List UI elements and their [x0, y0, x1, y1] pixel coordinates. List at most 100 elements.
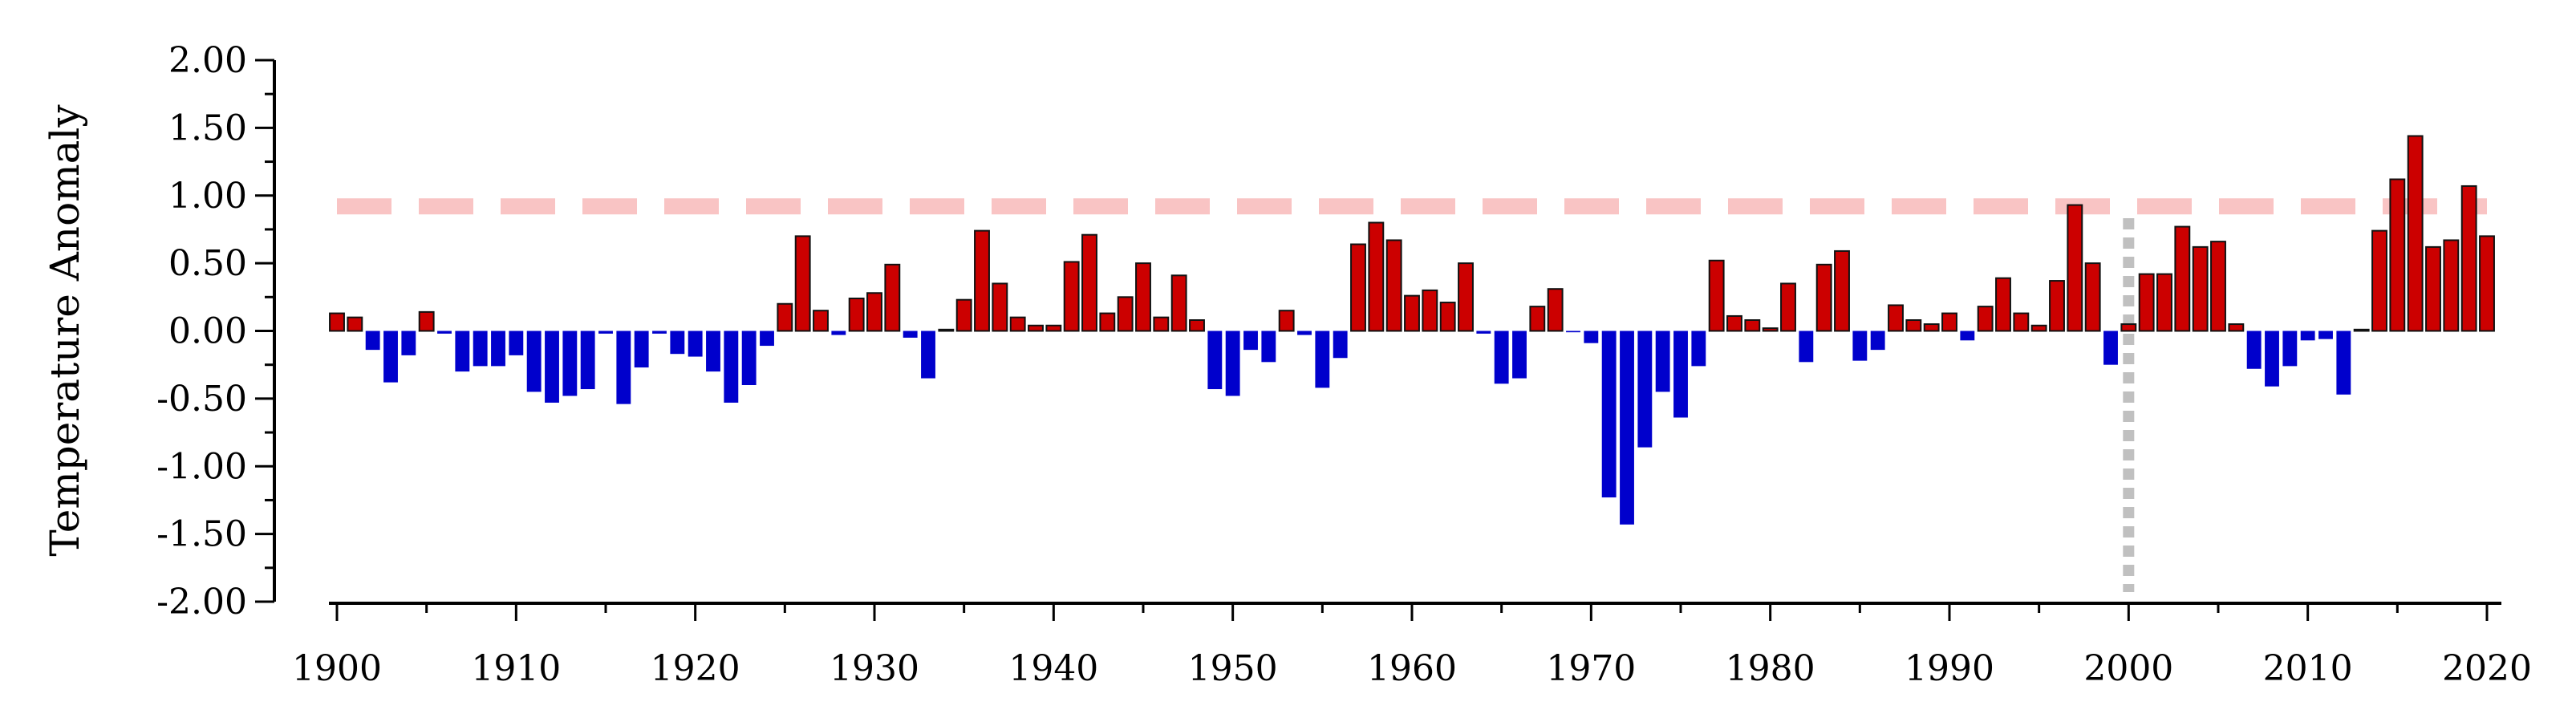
bar-1937: [992, 282, 1008, 332]
bar-1973: [1637, 331, 1653, 448]
bar-1900: [329, 312, 345, 332]
y-tick-label: 1.50: [168, 107, 247, 148]
bar-1930: [866, 292, 882, 332]
y-tick-label: -0.50: [156, 379, 247, 420]
bar-1903: [383, 331, 398, 383]
bar-1960: [1404, 294, 1420, 332]
bar-1951: [1243, 331, 1258, 351]
bar-2019: [2460, 185, 2477, 332]
bar-1907: [455, 331, 470, 372]
bar-1964: [1476, 331, 1491, 334]
bar-2002: [2156, 273, 2172, 332]
bar-1966: [1512, 331, 1527, 379]
bar-1954: [1297, 331, 1312, 335]
bar-1902: [365, 331, 380, 351]
bar-1953: [1278, 310, 1295, 332]
bar-1962: [1439, 302, 1456, 332]
x-tick-label: 1990: [1905, 648, 1994, 689]
bar-1938: [1009, 316, 1026, 332]
bar-2018: [2443, 239, 2460, 332]
bar-1991: [1960, 331, 1975, 341]
bar-1906: [437, 331, 452, 334]
bar-1922: [724, 331, 739, 403]
bar-1956: [1333, 331, 1348, 359]
bar-2009: [2282, 331, 2298, 367]
y-tick-label: 0.50: [168, 243, 247, 284]
bar-2020: [2479, 235, 2495, 332]
bar-2007: [2246, 331, 2262, 369]
bar-1974: [1655, 331, 1670, 392]
bar-1943: [1099, 312, 1116, 332]
bar-1932: [903, 331, 918, 338]
bar-1970: [1584, 331, 1599, 343]
y-tick-label: 1.00: [168, 176, 247, 217]
bar-1994: [2013, 312, 2030, 332]
bar-1957: [1350, 243, 1366, 332]
bar-1904: [401, 331, 416, 355]
x-tick-label: 1910: [471, 648, 561, 689]
bar-1948: [1189, 319, 1205, 332]
bar-1935: [955, 298, 972, 332]
bar-1950: [1225, 331, 1240, 396]
bar-1915: [598, 331, 613, 334]
bar-1927: [813, 310, 829, 332]
bar-1911: [526, 331, 542, 392]
bar-1986: [1870, 331, 1885, 351]
bar-1967: [1529, 306, 1546, 332]
x-tick-label: 1980: [1726, 648, 1815, 689]
bar-2001: [2138, 273, 2155, 332]
bar-1983: [1815, 263, 1832, 332]
bar-1944: [1117, 296, 1134, 332]
bar-1980: [1762, 327, 1779, 332]
bar-1959: [1385, 239, 1402, 332]
bar-2015: [2389, 178, 2406, 332]
bar-1961: [1422, 289, 1438, 332]
x-tick-label: 1930: [830, 648, 919, 689]
bar-1901: [347, 316, 363, 332]
bar-1971: [1601, 331, 1617, 498]
x-tick-label: 1900: [292, 648, 382, 689]
bar-1917: [634, 331, 649, 368]
y-tick-label: -2.00: [156, 582, 247, 623]
bar-1909: [491, 331, 505, 367]
bar-1908: [473, 331, 488, 367]
bar-1926: [794, 235, 811, 332]
bar-1913: [562, 331, 578, 396]
bar-1989: [1923, 323, 1940, 332]
bar-1993: [1995, 277, 2011, 332]
bar-1952: [1261, 331, 1276, 363]
bar-1928: [831, 331, 846, 335]
bar-2005: [2210, 241, 2226, 332]
bar-1990: [1941, 312, 1957, 332]
bar-1976: [1691, 331, 1706, 367]
bar-1910: [509, 331, 524, 355]
bar-2003: [2174, 225, 2191, 332]
bar-1941: [1063, 261, 1080, 332]
bar-1996: [2049, 280, 2065, 332]
x-tick-label: 2010: [2263, 648, 2353, 689]
bar-1905: [418, 310, 435, 332]
x-tick-label: 2000: [2083, 648, 2173, 689]
bar-1999: [2103, 331, 2118, 365]
bar-1992: [1977, 306, 1994, 332]
bar-1945: [1135, 262, 1151, 332]
bar-1979: [1744, 319, 1761, 332]
bar-2006: [2228, 323, 2245, 332]
bar-1978: [1726, 314, 1742, 332]
bar-1940: [1045, 324, 1062, 332]
bar-1934: [938, 328, 955, 332]
bar-1918: [652, 331, 667, 334]
bar-1921: [706, 331, 720, 372]
bar-1912: [545, 331, 559, 403]
bar-1968: [1547, 288, 1564, 332]
bar-1942: [1081, 233, 1097, 332]
x-tick-label: 1940: [1008, 648, 1098, 689]
bar-1995: [2030, 324, 2047, 332]
bar-2017: [2425, 245, 2441, 332]
bar-1946: [1153, 316, 1170, 332]
bar-1933: [921, 331, 935, 379]
bar-2013: [2353, 328, 2370, 332]
bar-1998: [2084, 262, 2101, 332]
